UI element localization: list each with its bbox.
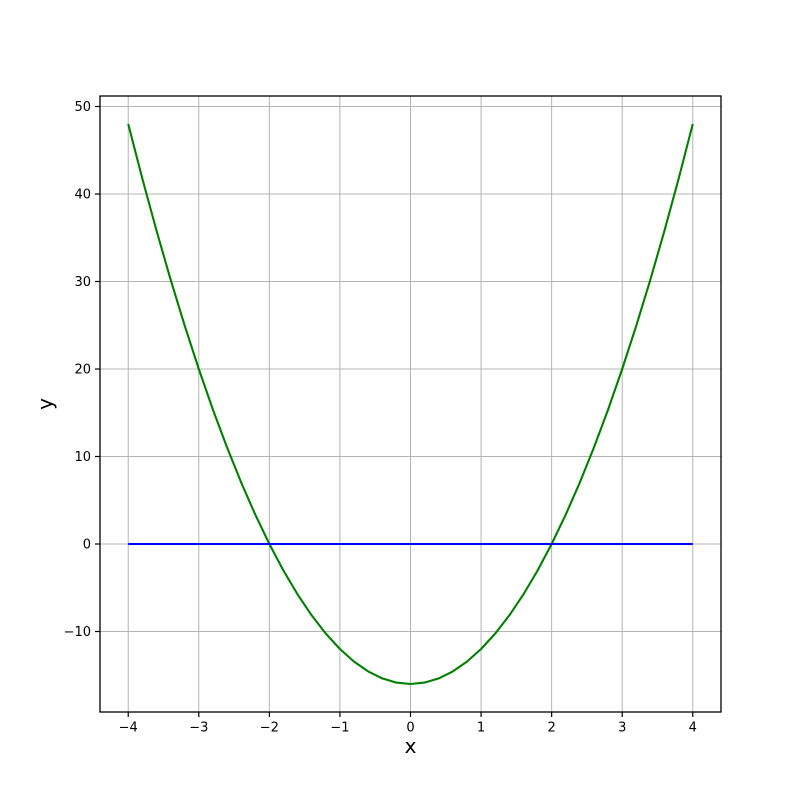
y-tick-label: 0 xyxy=(83,538,91,553)
x-tick-label: 1 xyxy=(477,721,485,736)
x-axis-label: x xyxy=(405,734,417,758)
series-parabola-curve xyxy=(127,123,694,686)
y-tick-label: 30 xyxy=(74,275,91,290)
x-tick-label: −2 xyxy=(260,721,279,736)
x-tick-label: −1 xyxy=(330,721,349,736)
y-tick-label: 20 xyxy=(74,363,91,378)
x-tick-label: 2 xyxy=(547,721,555,736)
x-tick-label: −4 xyxy=(119,721,138,736)
x-tick-label: 0 xyxy=(406,721,414,736)
y-tick-label: 10 xyxy=(74,450,91,465)
y-tick-label: 40 xyxy=(74,188,91,203)
y-tick-label: 50 xyxy=(74,100,91,115)
y-axis-label: y xyxy=(33,398,57,410)
y-tick-label: −10 xyxy=(64,625,91,640)
x-tick-label: 4 xyxy=(689,721,697,736)
grid-lines xyxy=(100,96,721,712)
plot-series xyxy=(127,123,694,686)
x-tick-label: −3 xyxy=(189,721,208,736)
x-tick-label: 3 xyxy=(618,721,626,736)
